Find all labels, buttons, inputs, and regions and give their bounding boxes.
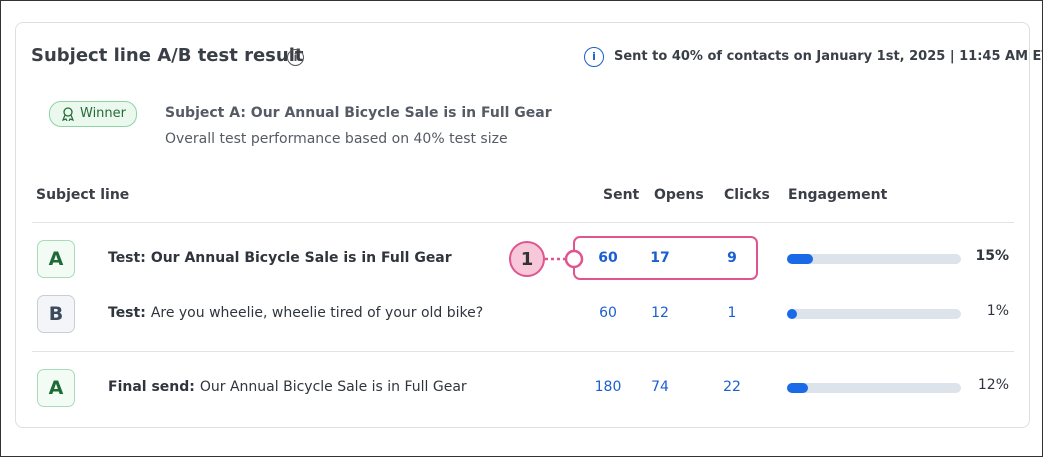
winner-subject: Subject A: Our Annual Bicycle Sale is in… bbox=[165, 105, 552, 121]
subject-line: Test: Our Annual Bicycle Sale is in Full … bbox=[108, 250, 452, 266]
info-icon[interactable]: i bbox=[287, 49, 304, 66]
subject-prefix: Test: bbox=[108, 250, 146, 266]
subject-prefix: Test: bbox=[108, 305, 146, 321]
sent-count: 180 bbox=[594, 379, 622, 395]
divider bbox=[32, 351, 1014, 352]
column-header: Opens bbox=[654, 187, 704, 203]
clicks-count: 1 bbox=[727, 305, 737, 321]
sent-count: 60 bbox=[599, 305, 617, 321]
clicks-count: 22 bbox=[723, 379, 741, 395]
subject-text: Are you wheelie, wheelie tired of your o… bbox=[150, 305, 484, 321]
column-header: Sent bbox=[603, 187, 640, 203]
engagement-percent: 15% bbox=[975, 248, 1009, 264]
subject-line: Test: Are you wheelie, wheelie tired of y… bbox=[108, 305, 483, 321]
winner-badge: Winner bbox=[49, 101, 137, 127]
winner-note: Overall test performance based on 40% te… bbox=[165, 131, 508, 147]
subject-text: Our Annual Bicycle Sale is in Full Gear bbox=[199, 379, 467, 395]
opens-count: 12 bbox=[651, 305, 669, 321]
clicks-count: 9 bbox=[727, 250, 737, 266]
result-card bbox=[15, 22, 1030, 428]
sent-note: Sent to 40% of contacts on January 1st, … bbox=[614, 49, 1043, 64]
engagement-percent: 12% bbox=[977, 377, 1009, 393]
subject-text: Our Annual Bicycle Sale is in Full Gear bbox=[150, 250, 452, 266]
info-icon: i bbox=[584, 47, 604, 67]
column-header: Engagement bbox=[788, 187, 888, 203]
opens-count: 17 bbox=[650, 250, 670, 266]
column-header: Subject line bbox=[36, 187, 130, 203]
ribbon-icon bbox=[61, 107, 75, 121]
engagement-track bbox=[787, 383, 961, 393]
callout-number: 1 bbox=[521, 249, 534, 270]
title: Subject line A/B test result bbox=[31, 45, 304, 66]
sent-count: 60 bbox=[598, 250, 618, 266]
row-badge: A bbox=[37, 369, 75, 407]
row-badge: A bbox=[37, 240, 75, 278]
column-header: Clicks bbox=[724, 187, 770, 203]
divider bbox=[32, 222, 1014, 223]
opens-count: 74 bbox=[651, 379, 669, 395]
engagement-track bbox=[787, 309, 961, 319]
engagement-bar bbox=[787, 383, 808, 393]
engagement-percent: 1% bbox=[986, 303, 1009, 319]
engagement-bar bbox=[787, 254, 814, 264]
engagement-track bbox=[787, 254, 961, 264]
subject-line: Final send: Our Annual Bicycle Sale is in… bbox=[108, 379, 467, 395]
engagement-bar bbox=[787, 309, 797, 319]
row-badge: B bbox=[37, 295, 75, 333]
winner-label: Winner bbox=[80, 106, 127, 121]
callout: 1 bbox=[509, 236, 758, 280]
subject-prefix: Final send: bbox=[108, 379, 195, 395]
